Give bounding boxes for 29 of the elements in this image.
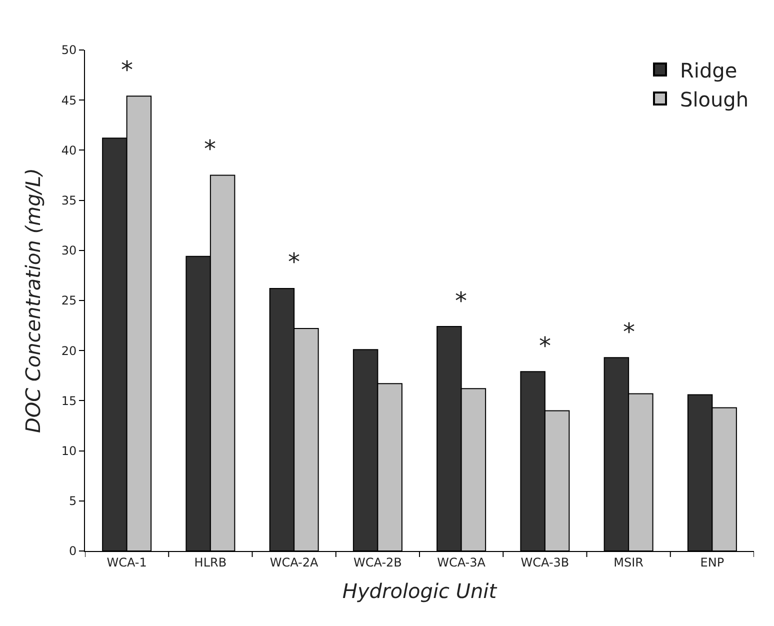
y-tick-label: 40 (61, 143, 77, 158)
y-tick-label: 20 (61, 344, 77, 358)
x-tick-label: WCA-2A (270, 555, 320, 570)
annotation: * (121, 56, 133, 84)
y-tick-label: 10 (61, 444, 77, 458)
x-tick-label: WCA-3B (520, 555, 570, 570)
annotation: * (623, 318, 635, 346)
y-tick-label: 5 (68, 494, 77, 508)
x-tick-label: WCA-3A (437, 555, 486, 570)
y-axis-title: DOC Concentration (mg/L) (20, 168, 45, 433)
y-tick-label: 50 (61, 43, 77, 58)
x-tick-label: ENP (700, 555, 724, 570)
y-tick-label: 45 (61, 93, 77, 108)
annotation: * (455, 287, 467, 315)
x-tick-label: HLRB (194, 555, 227, 570)
y-tick-label: 0 (68, 544, 77, 558)
y-tick-label: 30 (61, 244, 77, 258)
annotation: * (288, 248, 300, 276)
x-tick-label: MSIR (614, 555, 644, 570)
x-axis-title: Hydrologic Unit (342, 578, 498, 603)
legend-label: Slough (680, 87, 749, 112)
legend-label: Ridge (680, 58, 738, 82)
annotation: * (539, 332, 551, 360)
x-tick-label: WCA-1 (106, 555, 147, 570)
x-tick-label: WCA-2B (353, 555, 402, 570)
y-tick-label: 25 (61, 294, 77, 308)
y-tick-label: 35 (61, 194, 77, 208)
annotation: * (204, 135, 216, 163)
y-tick-label: 15 (61, 394, 77, 408)
